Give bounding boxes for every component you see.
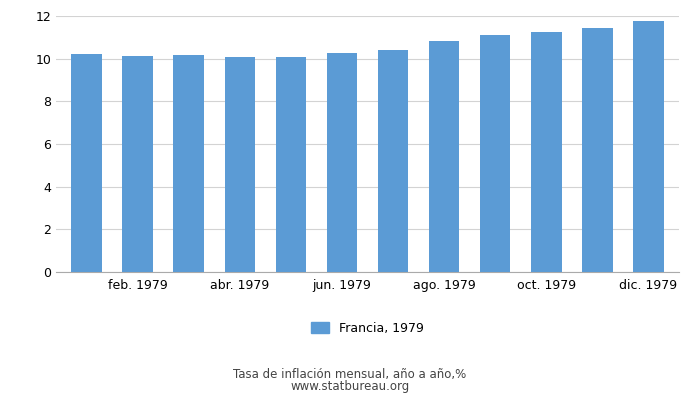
- Bar: [480, 35, 510, 272]
- Bar: [71, 54, 102, 272]
- Bar: [429, 41, 459, 272]
- Bar: [378, 50, 408, 272]
- Bar: [531, 32, 561, 272]
- Bar: [276, 57, 306, 272]
- Bar: [633, 21, 664, 272]
- Legend: Francia, 1979: Francia, 1979: [306, 317, 429, 340]
- Bar: [122, 56, 153, 272]
- Bar: [582, 28, 612, 272]
- Text: www.statbureau.org: www.statbureau.org: [290, 380, 410, 393]
- Bar: [225, 57, 256, 272]
- Text: Tasa de inflación mensual, año a año,%: Tasa de inflación mensual, año a año,%: [233, 368, 467, 381]
- Bar: [174, 55, 204, 272]
- Bar: [327, 53, 357, 272]
